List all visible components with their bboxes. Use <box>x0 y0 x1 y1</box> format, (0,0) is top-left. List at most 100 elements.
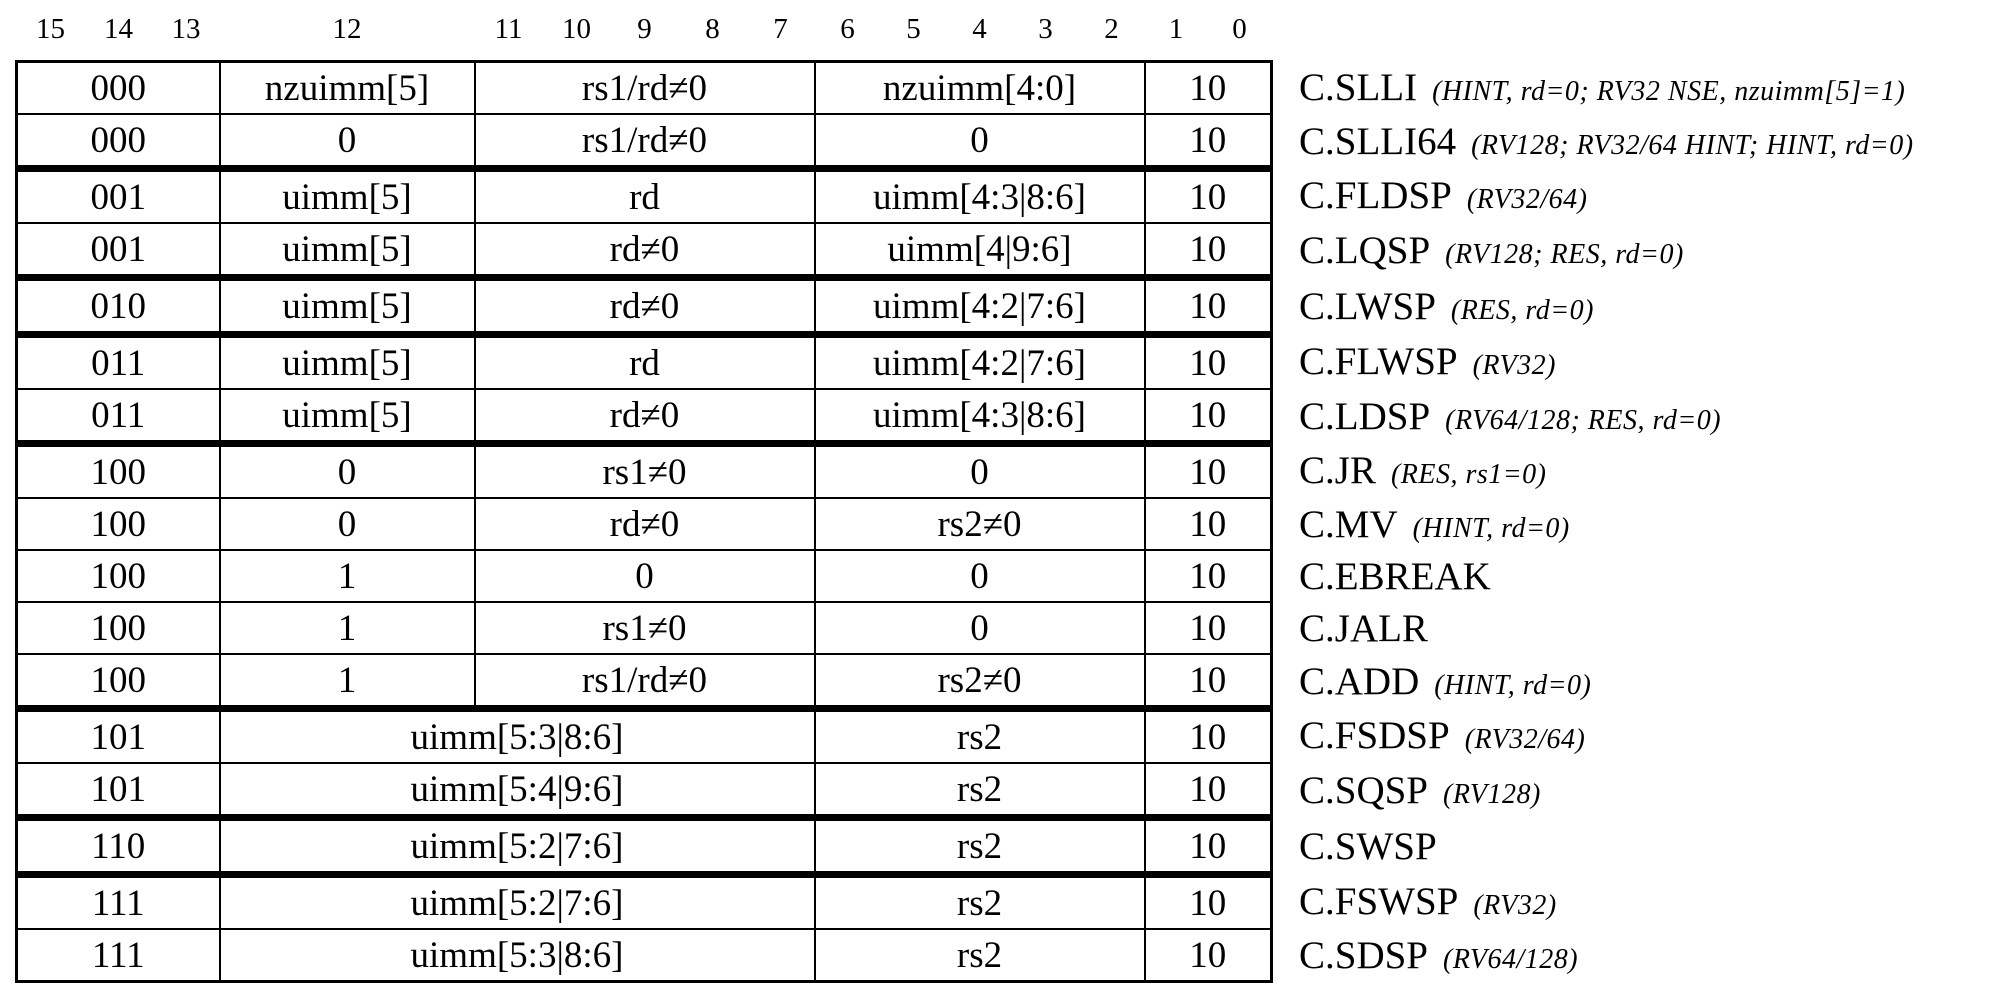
field-cell: rs2≠0 <box>813 653 1146 710</box>
bit-index-9: 9 <box>637 13 652 45</box>
bit-index-1: 1 <box>1168 13 1184 45</box>
instruction-note: (RV64/128; RES, rd=0) <box>1445 404 1722 436</box>
bit-index-11: 11 <box>494 13 523 45</box>
encoding-rows: 000 nzuimm[5] rs1/rd≠0 nzuimm[4:0] 10 C.SLLI(… <box>15 60 2013 983</box>
opcode-cell: 10 <box>1143 331 1273 390</box>
instruction-encoding-table: 15 14 13 12 11 10 9 8 7 6 5 4 3 2 1 0 00… <box>15 0 2013 983</box>
encoding-row: 100 0 rd≠0 rs2≠0 10 C.MV (HINT, rd=0) <box>15 497 2013 551</box>
instruction-note: (RV32) <box>1472 350 1556 382</box>
encoding-row: 100 1 rs1≠0 0 10 C.JALR <box>15 601 2013 655</box>
opcode-cell: 10 <box>1143 871 1273 930</box>
opcode-cell: 10 <box>1143 762 1273 819</box>
instruction-name: C.FLDSP <box>1299 174 1452 218</box>
opcode-cell: 10 <box>1143 928 1273 983</box>
instruction-label-cell: C.SLLI (HINT, rd=0; RV32 NSE, nzuimm[5]=1… <box>1272 62 2013 115</box>
instruction-note: (RES, rd=0) <box>1450 294 1594 326</box>
field-cell: 0 <box>813 113 1146 170</box>
field-cell: uimm[4:2|7:6] <box>813 274 1146 336</box>
bit-index-14: 14 <box>104 13 133 45</box>
funct3-cell: 100 <box>15 549 221 603</box>
encoding-row: 000 0 rs1/rd≠0 0 10 C.SLLI64 (RV128; RV32/64 H… <box>15 113 2013 170</box>
opcode-cell: 10 <box>1143 274 1273 336</box>
encoding-row: 011 uimm[5] rd≠0 uimm[4:3|8:6] 10 C.LDSP (RV64… <box>15 388 2013 445</box>
funct3-cell: 100 <box>15 497 221 551</box>
field-cell: rs2≠0 <box>813 497 1146 551</box>
field-cell: 0 <box>473 549 816 603</box>
instruction-label-cell: C.SLLI64 (RV128; RV32/64 HINT; HINT, rd=0… <box>1272 114 2013 169</box>
encoding-row: 101 uimm[5:4|9:6] rs2 10 C.SQSP (RV128) <box>15 762 2013 819</box>
bit-index-8: 8 <box>705 13 720 45</box>
field-cell: uimm[5:3|8:6] <box>218 705 816 764</box>
instruction-note: (RES, rs1=0) <box>1390 459 1547 491</box>
field-cell: nzuimm[5] <box>218 60 476 115</box>
funct3-cell: 000 <box>15 113 221 170</box>
opcode-cell: 10 <box>1143 601 1273 655</box>
bit-index-2: 2 <box>1104 13 1119 45</box>
instruction-name: C.LWSP <box>1299 284 1436 328</box>
field-cell: 0 <box>813 601 1146 655</box>
encoding-row: 001 uimm[5] rd uimm[4:3|8:6] 10 C.FLDSP (RV32/… <box>15 165 2013 224</box>
bit-index-0: 0 <box>1232 13 1247 45</box>
instruction-note: (RV128; RES, rd=0) <box>1445 238 1684 270</box>
field-cell: rd≠0 <box>473 274 816 336</box>
instruction-label-cell: C.FSDSP (RV32/64) <box>1272 709 2013 764</box>
funct3-cell: 100 <box>15 601 221 655</box>
funct3-cell: 010 <box>15 274 221 336</box>
field-cell: uimm[4:3|8:6] <box>813 388 1146 445</box>
instruction-name: C.SWSP <box>1299 824 1437 868</box>
field-cell: uimm[5] <box>218 165 476 224</box>
field-cell: rs1/rd≠0 <box>473 113 816 170</box>
instruction-name: C.FSWSP <box>1299 880 1459 924</box>
field-cell: 0 <box>813 549 1146 603</box>
funct3-cell: 001 <box>15 165 221 224</box>
field-cell: nzuimm[4:0] <box>813 60 1146 115</box>
funct3-cell: 110 <box>15 814 221 876</box>
field-cell: uimm[5:2|7:6] <box>218 871 816 930</box>
field-cell: uimm[5] <box>218 388 476 445</box>
opcode-cell: 10 <box>1143 113 1273 170</box>
field-cell: 1 <box>218 653 476 710</box>
instruction-note: (RV128; RV32/64 HINT; HINT, rd=0) <box>1471 129 1914 161</box>
bit-index-5: 5 <box>906 13 921 45</box>
funct3-cell: 011 <box>15 331 221 390</box>
instruction-label-cell: C.LWSP (RES, rd=0) <box>1272 278 2013 335</box>
opcode-cell: 10 <box>1143 222 1273 279</box>
opcode-cell: 10 <box>1143 549 1273 603</box>
opcode-cell: 10 <box>1143 440 1273 499</box>
encoding-row: 100 1 rs1/rd≠0 rs2≠0 10 C.ADD (HINT, rd=0) <box>15 653 2013 710</box>
field-cell: uimm[5:3|8:6] <box>218 928 816 983</box>
encoding-row: 001 uimm[5] rd≠0 uimm[4|9:6] 10 C.LQSP (RV128;… <box>15 222 2013 279</box>
instruction-name: C.JALR <box>1299 606 1428 650</box>
instruction-label-cell: C.SWSP <box>1272 818 2013 875</box>
instruction-label-cell: C.LQSP (RV128; RES, rd=0) <box>1272 223 2013 278</box>
field-cell: rd <box>473 331 816 390</box>
instruction-name: C.LQSP <box>1299 228 1431 272</box>
field-cell: rs1≠0 <box>473 601 816 655</box>
field-cell: uimm[4:3|8:6] <box>813 165 1146 224</box>
opcode-cell: 10 <box>1143 653 1273 710</box>
instruction-label-cell: C.FLWSP (RV32) <box>1272 335 2013 390</box>
field-cell: rd≠0 <box>473 222 816 279</box>
instruction-note: (RV32/64) <box>1466 184 1588 216</box>
encoding-row: 101 uimm[5:3|8:6] rs2 10 C.FSDSP (RV32/64) <box>15 705 2013 764</box>
funct3-cell: 001 <box>15 222 221 279</box>
field-cell: rs2 <box>813 871 1146 930</box>
field-cell: rd <box>473 165 816 224</box>
instruction-name: C.SDSP <box>1299 933 1428 977</box>
bit-index-6: 6 <box>840 13 855 45</box>
funct3-cell: 100 <box>15 440 221 499</box>
instruction-name: C.SQSP <box>1299 768 1428 812</box>
funct3-cell: 101 <box>15 762 221 819</box>
opcode-cell: 10 <box>1143 388 1273 445</box>
instruction-label-cell: C.JALR <box>1272 602 2013 654</box>
field-cell: rs1/rd≠0 <box>473 60 816 115</box>
encoding-row: 111 uimm[5:2|7:6] rs2 10 C.FSWSP (RV32) <box>15 871 2013 930</box>
opcode-cell: 10 <box>1143 705 1273 764</box>
funct3-cell: 100 <box>15 653 221 710</box>
instruction-name: C.JR <box>1299 449 1376 493</box>
field-cell: rs2 <box>813 814 1146 876</box>
funct3-cell: 011 <box>15 388 221 445</box>
instruction-name: C.SLLI <box>1299 66 1418 110</box>
encoding-row: 100 1 0 0 10 C.EBREAK <box>15 549 2013 603</box>
